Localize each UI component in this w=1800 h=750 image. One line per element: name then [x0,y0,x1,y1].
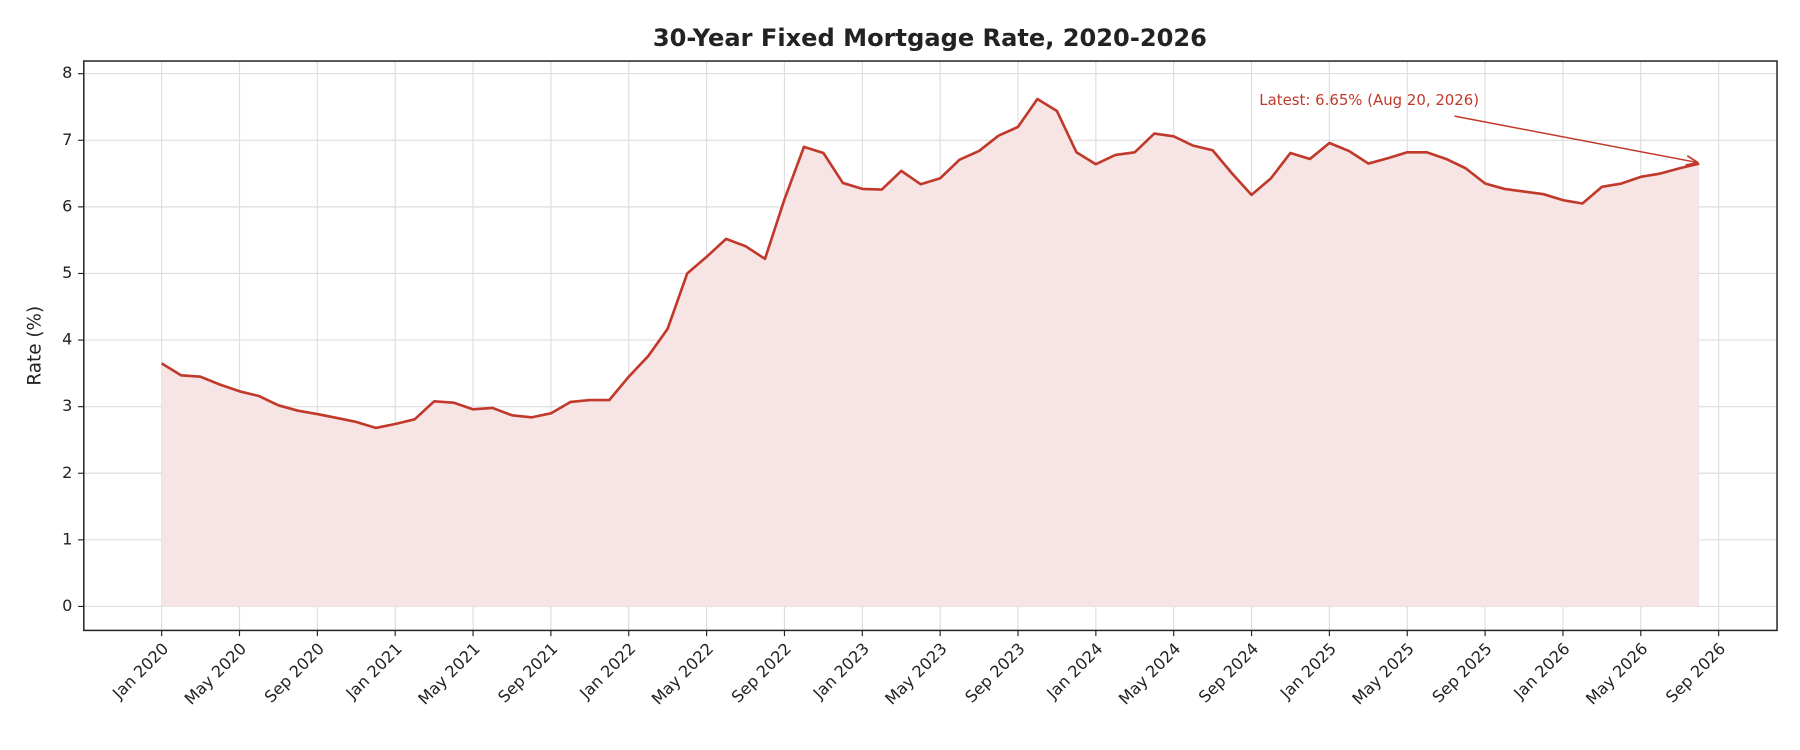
x-tick-label: May 2026 [1582,639,1651,708]
y-tick-label: 8 [62,63,72,82]
x-tick-label: May 2025 [1348,639,1417,708]
x-tick-label: Jan 2023 [809,639,873,703]
x-tick-label: Jan 2020 [108,639,172,703]
x-tick-label: May 2024 [1115,639,1184,708]
x-tick-label: Sep 2024 [1195,639,1262,706]
x-tick-label: Jan 2025 [1276,639,1340,703]
area [161,99,1700,607]
y-tick-label: 3 [62,396,72,415]
x-tick-label: Sep 2021 [494,639,561,706]
x-tick-label: Sep 2023 [961,639,1028,706]
x-tick-label: Jan 2024 [1042,639,1106,703]
plot-frame [83,60,1778,632]
x-tick-label: May 2020 [181,639,250,708]
line [160,97,1700,430]
y-tick-label: 7 [62,130,72,149]
y-tick-label: 0 [62,596,72,615]
y-tick-label: 2 [62,463,72,482]
x-tick-label: Jan 2022 [575,639,639,703]
x-tick-label: May 2022 [648,639,717,708]
x-tick-label: May 2021 [414,639,483,708]
x-tick-label: Sep 2026 [1662,639,1729,706]
x-tick-label: Sep 2020 [261,639,328,706]
y-tick-label: 6 [62,196,72,215]
y-tick-label: 5 [62,263,72,282]
annotation-arrow [1454,115,1696,162]
x-tick-label: Jan 2026 [1509,639,1573,703]
x-tick-label: Sep 2022 [728,639,795,706]
y-tick-label: 4 [62,330,72,349]
y-axis-label: Rate (%) [25,306,46,386]
y-tick-label: 1 [62,529,72,548]
x-tick-label: May 2023 [881,639,950,708]
x-tick-label: Jan 2021 [342,639,406,703]
x-tick-label: Sep 2025 [1428,639,1495,706]
chart-title: 30-Year Fixed Mortgage Rate, 2020-2026 [653,24,1207,52]
annotation: Latest: 6.65% (Aug 20, 2026) [1259,91,1479,109]
